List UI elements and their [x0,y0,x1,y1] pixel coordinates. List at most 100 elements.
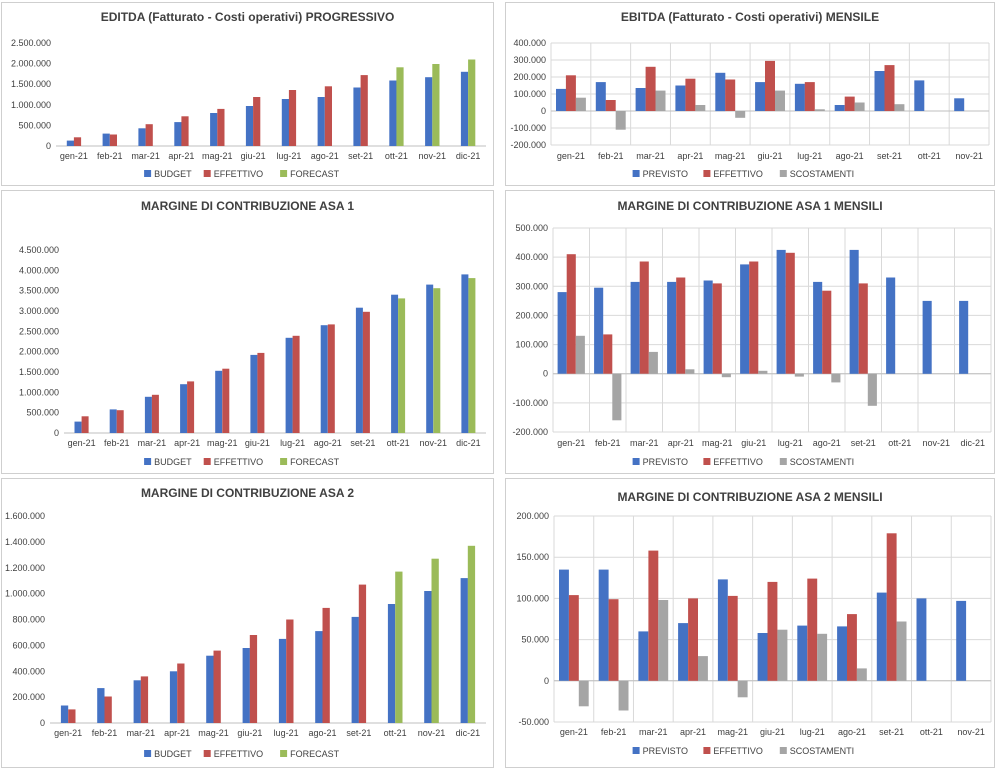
bar-previsto [675,85,686,111]
x-tick-label: apr-21 [174,438,200,448]
legend-label: EFFETTIVO [713,169,763,179]
y-tick-label: 2.000.000 [19,347,59,357]
x-tick-label: feb-21 [104,438,130,448]
bar-budget [355,307,363,433]
x-tick-label: ott-21 [385,151,408,161]
bar-previsto [874,71,885,111]
x-tick-label: lug-21 [280,438,305,448]
bar-budget [250,354,258,433]
bar-budget [74,421,82,433]
y-tick-label: 1.600.000 [5,511,45,521]
x-tick-label: nov-21 [418,728,446,738]
x-tick-label: set-21 [346,728,371,738]
bar-effettivo [648,550,659,681]
bar-effettivo [884,65,895,111]
bar-scostamenti [575,335,585,374]
bar-effettivo [804,82,815,111]
bar-previsto [794,83,805,111]
legend-swatch [144,750,152,757]
bar-effettivo [608,599,619,681]
bar-budget [66,140,74,146]
bar-forecast [468,278,476,433]
x-tick-label: giu-21 [741,438,766,448]
x-tick-label: nov-21 [418,151,446,161]
x-tick-label: nov-21 [922,438,950,448]
x-tick-label: giu-21 [241,151,266,161]
x-tick-label: gen-21 [54,728,82,738]
y-tick-label: 4.500.000 [19,245,59,255]
bar-previsto [837,626,847,681]
bar-budget [461,274,469,433]
bar-previsto [557,292,567,374]
legend-label: BUDGET [154,169,192,179]
x-tick-label: ott-21 [387,438,410,448]
chart-svg: MARGINE DI CONTRIBUZIONE ASA 1 0 500.000 1.… [19,199,486,467]
y-tick-label: 600.000 [12,640,45,650]
bar-budget [278,638,287,723]
bar-previsto [954,98,965,112]
bar-previsto [598,569,609,681]
x-tick-label: ago-21 [813,438,841,448]
x-tick-label: ott-21 [920,727,943,737]
bar-scostamenti [854,102,865,111]
y-tick-label: -50.000 [518,717,549,727]
chart-svg: MARGINE DI CONTRIBUZIONE ASA 2 MENSILI -5… [516,490,992,756]
bar-effettivo [639,261,649,374]
legend-label: BUDGET [154,457,192,467]
x-tick-label: feb-21 [97,151,123,161]
y-tick-label: 50.000 [521,635,549,645]
bar-effettivo [68,709,76,723]
y-tick-label: 400.000 [12,666,45,676]
x-tick-label: mar-21 [131,151,160,161]
legend-label: BUDGET [154,749,192,759]
y-tick-label: -200.000 [512,427,548,437]
chart-title: MARGINE DI CONTRIBUZIONE ASA 2 MENSILI [617,490,882,504]
bar-forecast [396,67,404,146]
x-tick-label: gen-21 [557,151,585,161]
x-tick-label: lug-21 [276,151,301,161]
chart-title: MARGINE DI CONTRIBUZIONE ASA 1 [141,199,354,213]
y-tick-label: 4.000.000 [19,265,59,275]
bar-effettivo [288,90,297,146]
x-tick-label: ott-21 [384,728,407,738]
legend-swatch [144,170,152,177]
x-tick-label: apr-21 [168,151,194,161]
bar-effettivo [104,696,112,723]
bar-previsto [635,88,646,111]
bar-budget [315,631,323,723]
legend-label: EFFETTIVO [214,457,264,467]
legend-label: PREVISTO [643,746,688,756]
legend-swatch [280,170,288,177]
x-tick-label: ago-21 [838,727,866,737]
y-tick-label: 500.000 [18,120,51,130]
x-tick-label: set-21 [877,151,902,161]
bar-effettivo [685,78,696,111]
bar-budget [353,87,361,146]
x-tick-label: lug-21 [797,151,822,161]
x-tick-label: apr-21 [164,728,190,738]
x-tick-label: gen-21 [557,438,585,448]
bar-effettivo [187,381,195,433]
bar-effettivo [257,352,265,433]
legend-swatch [632,170,640,177]
legend-swatch [632,747,640,754]
x-tick-label: dic-21 [456,438,481,448]
chart-svg: EBITDA (Fatturato - Costi operativi) MEN… [510,10,990,179]
legend-swatch [703,170,711,177]
bar-effettivo [81,416,89,433]
legend-label: PREVISTO [643,169,688,179]
bar-previsto [959,300,969,374]
bar-effettivo [249,635,258,723]
bar-scostamenti [648,351,658,374]
bar-budget [426,284,434,433]
y-tick-label: 2.500.000 [11,38,51,48]
chart-title: EDITDA (Fatturato - Costi operativi) PRO… [101,10,395,24]
bar-budget [180,384,188,433]
bar-budget [387,604,396,723]
y-tick-label: 0 [54,428,59,438]
legend-swatch [280,458,288,465]
legend-label: FORECAST [290,749,340,759]
x-tick-label: ott-21 [918,151,941,161]
bar-scostamenti [777,629,788,681]
chart-svg: EDITDA (Fatturato - Costi operativi) PRO… [11,10,486,179]
